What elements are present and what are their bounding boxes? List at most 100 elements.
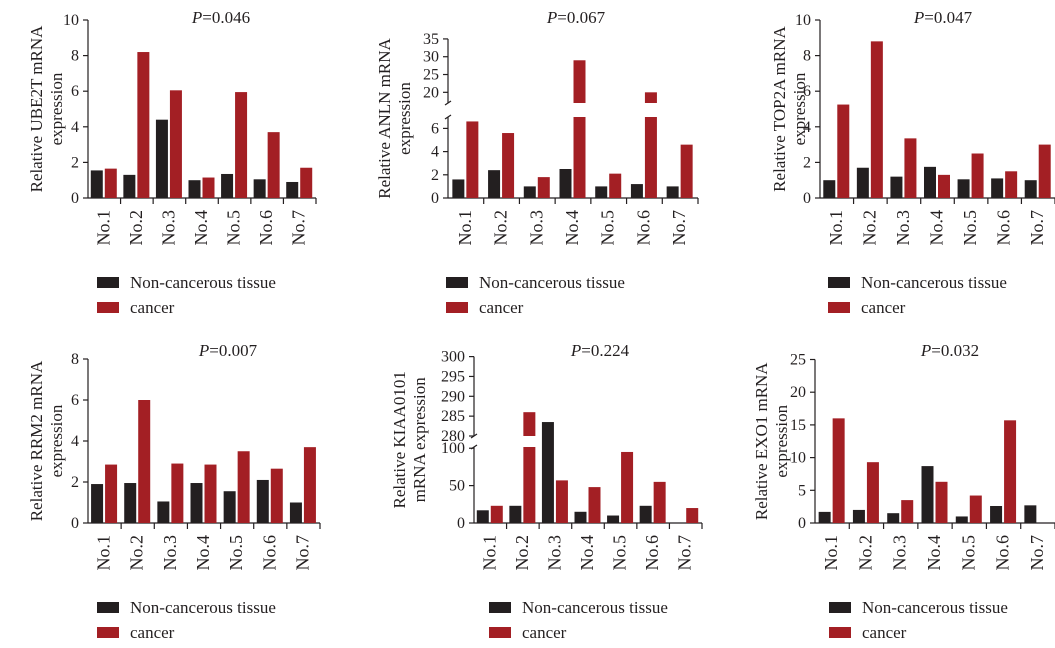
bar-cancer-No.2 (138, 400, 151, 523)
chart-title: P=0.007 (198, 341, 258, 360)
bar-cancer-No.4 (573, 117, 586, 198)
bar-cancer-No.4 (588, 487, 601, 523)
bar-noncancerous-No.7 (666, 186, 679, 198)
y-tick-label: 0 (71, 190, 79, 207)
bar-cancer-No.7 (680, 144, 693, 198)
bar-noncancerous-No.1 (823, 180, 836, 198)
bar-cancer-No.2-upper (523, 412, 536, 436)
legend: Non-cancerous tissue cancer (97, 273, 276, 317)
y-tick-label: 2 (71, 474, 79, 491)
x-tick-label: No.4 (562, 210, 582, 246)
y-tick-label: 280 (441, 428, 465, 445)
bar-noncancerous-No.5 (223, 491, 236, 523)
legend: Non-cancerous tissue cancer (97, 598, 276, 642)
chart-panel-1: 0 2 4 6 8 10 No.1 No.2 No.3 No.4 No.5 No.6 No.7 P=0.0… (27, 8, 317, 317)
bar-noncancerous-No.6 (991, 178, 1004, 198)
bar-noncancerous-No.2 (124, 483, 137, 523)
y-tick-label: 0 (431, 190, 439, 207)
bar-noncancerous-No.6 (630, 184, 643, 198)
y-tick-label: 2 (803, 154, 811, 171)
y-tick-label: 15 (790, 417, 806, 434)
y-tick-label: 6 (803, 83, 811, 100)
y-tick-label: 4 (431, 144, 439, 161)
legend-label-cancer: cancer (130, 298, 175, 317)
p-value: =0.224 (581, 341, 629, 360)
bar-cancer-No.4-upper (573, 60, 586, 103)
legend-label-cancer: cancer (130, 623, 175, 642)
y-tick-label: 4 (71, 433, 79, 450)
legend-swatch-noncancerous (489, 602, 511, 613)
legend-swatch-cancer (829, 627, 851, 638)
bar-cancer-No.4 (202, 177, 215, 198)
x-tick-label: No.4 (577, 535, 597, 571)
bar-noncancerous-No.1 (452, 179, 465, 198)
legend-label-noncancerous: Non-cancerous tissue (862, 598, 1008, 617)
x-tick-label: No.5 (598, 210, 618, 246)
bar-cancer-No.3 (555, 480, 568, 523)
y-tick-label: 6 (71, 83, 79, 100)
bar-noncancerous-No.3 (890, 176, 903, 198)
y-axis-label-line: Relative EXO1 mRNA (752, 362, 771, 520)
x-tick-label: No.4 (193, 535, 213, 571)
legend: Non-cancerous tissue cancer (829, 598, 1008, 642)
p-symbol: P (570, 341, 581, 360)
y-tick-label: 4 (803, 119, 811, 136)
x-tick-label: No.7 (1027, 210, 1047, 246)
bar-noncancerous-No.5 (607, 515, 620, 523)
x-tick-label: No.7 (675, 535, 695, 571)
x-tick-label: No.7 (1027, 535, 1047, 571)
bar-cancer-No.6 (270, 468, 283, 523)
chart-panel-4: 0 2 4 6 8 No.1 No.2 No.3 No.4 No.5 No.6 No.7 P=0.007… (27, 341, 321, 642)
legend-swatch-noncancerous (446, 277, 468, 288)
y-axis-label-line: expression (47, 72, 66, 145)
y-axis-label-line: expression (790, 72, 809, 145)
bar-cancer-No.6 (267, 132, 280, 198)
y-tick-label: 50 (449, 478, 465, 495)
chart-title: P=0.047 (913, 8, 973, 27)
bar-cancer-No.2 (137, 52, 150, 198)
x-tick-label: No.5 (610, 535, 630, 571)
bar-cancer-No.2 (870, 41, 883, 198)
bar-noncancerous-No.4 (559, 169, 572, 198)
y-axis-label-line: Relative RRM2 mRNA (27, 360, 46, 521)
bar-noncancerous-No.6 (639, 505, 652, 523)
legend: Non-cancerous tissue cancer (446, 273, 625, 317)
bar-cancer-No.5 (609, 173, 622, 198)
x-tick-label: No.2 (127, 535, 147, 571)
x-tick-label: No.6 (259, 535, 279, 571)
y-axis-label-line: Relative UBE2T mRNA (27, 25, 46, 193)
y-tick-label: 4 (71, 119, 79, 136)
y-tick-label: 295 (441, 368, 465, 385)
legend-swatch-cancer (489, 627, 511, 638)
y-axis-label-line: expression (395, 82, 414, 155)
x-tick-label: No.4 (927, 210, 947, 246)
x-tick-label: No.3 (526, 210, 546, 246)
y-tick-label: 35 (423, 31, 439, 48)
x-tick-label: No.3 (893, 210, 913, 246)
y-axis-label-line: mRNA expression (410, 377, 429, 503)
x-tick-label: No.6 (994, 210, 1014, 246)
x-tick-label: No.4 (924, 535, 944, 571)
legend-label-cancer: cancer (479, 298, 524, 317)
y-tick-label: 300 (441, 349, 465, 366)
x-tick-label: No.6 (993, 535, 1013, 571)
x-tick-label: No.4 (191, 210, 211, 246)
legend-swatch-noncancerous (829, 602, 851, 613)
x-tick-label: No.3 (160, 535, 180, 571)
x-tick-label: No.2 (512, 535, 532, 571)
x-tick-label: No.3 (890, 535, 910, 571)
legend: Non-cancerous tissue cancer (489, 598, 668, 642)
x-tick-label: No.1 (479, 535, 499, 571)
p-value: =0.032 (931, 341, 979, 360)
x-tick-label: No.2 (855, 535, 875, 571)
bar-noncancerous-No.5 (955, 516, 968, 523)
x-tick-label: No.7 (289, 210, 309, 246)
p-symbol: P (913, 8, 924, 27)
y-axis-label-line: expression (47, 404, 66, 477)
bar-noncancerous-No.6 (253, 179, 266, 198)
y-tick-label: 25 (790, 352, 806, 369)
p-value: =0.047 (924, 8, 972, 27)
bar-cancer-No.3 (901, 500, 914, 523)
